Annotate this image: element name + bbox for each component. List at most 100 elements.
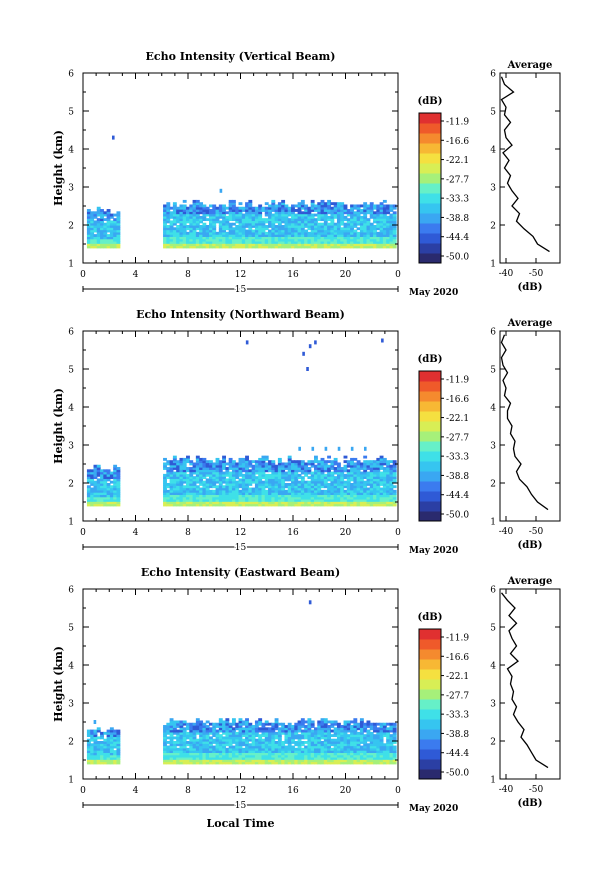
echo-cell: [392, 729, 397, 733]
echo-cell: [113, 498, 118, 502]
echo-cell: [307, 492, 312, 495]
echo-cell: [366, 245, 371, 249]
echo-cell: [294, 469, 299, 473]
echo-cell: [163, 215, 167, 219]
echo-cell: [268, 498, 272, 502]
echo-cell: [258, 471, 263, 475]
echo-cell: [320, 476, 325, 480]
echo-cell: [330, 756, 335, 760]
echo-cell: [386, 227, 391, 231]
echo-cell: [346, 503, 351, 507]
sparse-echo: [245, 340, 249, 345]
echo-cell: [251, 229, 256, 233]
echo-cell: [189, 236, 194, 240]
echo-cell: [251, 756, 256, 760]
echo-cell: [261, 455, 266, 459]
echo-cell: [310, 489, 315, 493]
echo-cell: [113, 485, 118, 489]
echo-cell: [176, 471, 181, 475]
echo-cell: [291, 494, 295, 498]
echo-cell: [245, 752, 249, 756]
echo-cell: [199, 457, 204, 461]
echo-cell: [166, 473, 171, 477]
echo-cell: [376, 747, 381, 751]
echo-cell: [261, 236, 266, 240]
echo-cell: [176, 240, 181, 244]
echo-cell: [287, 727, 292, 731]
echo-cell: [235, 487, 240, 491]
echo-cell: [231, 480, 236, 484]
echo-cell: [346, 480, 351, 484]
echo-cell: [333, 204, 338, 208]
echo-cell: [343, 218, 348, 222]
echo-cell: [281, 464, 286, 468]
echo-cell: [195, 462, 200, 466]
echo-cell: [317, 209, 322, 212]
echo-cell: [359, 722, 364, 726]
echo-cell: [113, 752, 118, 756]
echo-cell: [192, 738, 197, 742]
echo-cell: [169, 759, 174, 763]
echo-cell: [186, 736, 190, 740]
echo-cell: [231, 234, 236, 237]
echo-cell: [277, 457, 282, 461]
colorbar-swatch: [419, 193, 441, 204]
echo-cell: [369, 469, 374, 473]
echo-cell: [245, 220, 249, 224]
echo-cell: [258, 747, 263, 751]
echo-cell: [386, 731, 391, 735]
echo-cell: [382, 215, 387, 219]
echo-cell: [172, 211, 177, 215]
echo-cell: [264, 720, 269, 724]
echo-cell: [93, 492, 98, 495]
echo-cell: [356, 476, 361, 480]
echo-cell: [202, 756, 207, 760]
echo-cell: [245, 240, 249, 244]
echo-cell: [320, 761, 325, 765]
echo-cell: [235, 492, 240, 495]
echo-cell: [317, 238, 322, 242]
echo-cell: [307, 722, 312, 726]
echo-cell: [228, 756, 233, 760]
echo-cell: [100, 741, 104, 744]
echo-cell: [238, 202, 243, 206]
echo-cell: [297, 204, 302, 208]
echo-cell: [300, 759, 305, 763]
echo-cell: [294, 489, 299, 493]
echo-cell: [264, 238, 269, 242]
echo-cell: [359, 725, 364, 728]
echo-cell: [327, 209, 332, 212]
echo-cell: [343, 734, 348, 738]
echo-cell: [241, 496, 246, 500]
echo-cell: [251, 741, 256, 744]
echo-cell: [106, 227, 111, 231]
echo-cell: [268, 489, 272, 493]
echo-cell: [294, 487, 299, 491]
echo-cell: [373, 503, 377, 507]
echo-cell: [245, 204, 249, 208]
echo-cell: [199, 467, 204, 470]
echo-cell: [327, 206, 332, 210]
echo-cell: [346, 213, 351, 217]
echo-cell: [320, 231, 325, 235]
echo-cell: [199, 462, 204, 466]
echo-cell: [261, 498, 266, 502]
echo-cell: [382, 460, 387, 464]
echo-cell: [274, 756, 279, 760]
echo-cell: [238, 238, 243, 242]
echo-cell: [386, 215, 391, 219]
echo-cell: [172, 478, 177, 482]
echo-cell: [215, 478, 220, 482]
echo-cell: [189, 215, 194, 219]
echo-cell: [314, 743, 318, 747]
echo-cell: [353, 240, 358, 244]
echo-cell: [281, 213, 286, 217]
echo-cell: [389, 722, 394, 726]
echo-cell: [340, 215, 345, 219]
echo-cell: [317, 485, 322, 489]
echo-cell: [169, 734, 174, 738]
echo-cell: [386, 460, 391, 464]
echo-cell: [317, 240, 322, 244]
echo-cell: [96, 503, 101, 507]
echo-cell: [274, 727, 279, 731]
